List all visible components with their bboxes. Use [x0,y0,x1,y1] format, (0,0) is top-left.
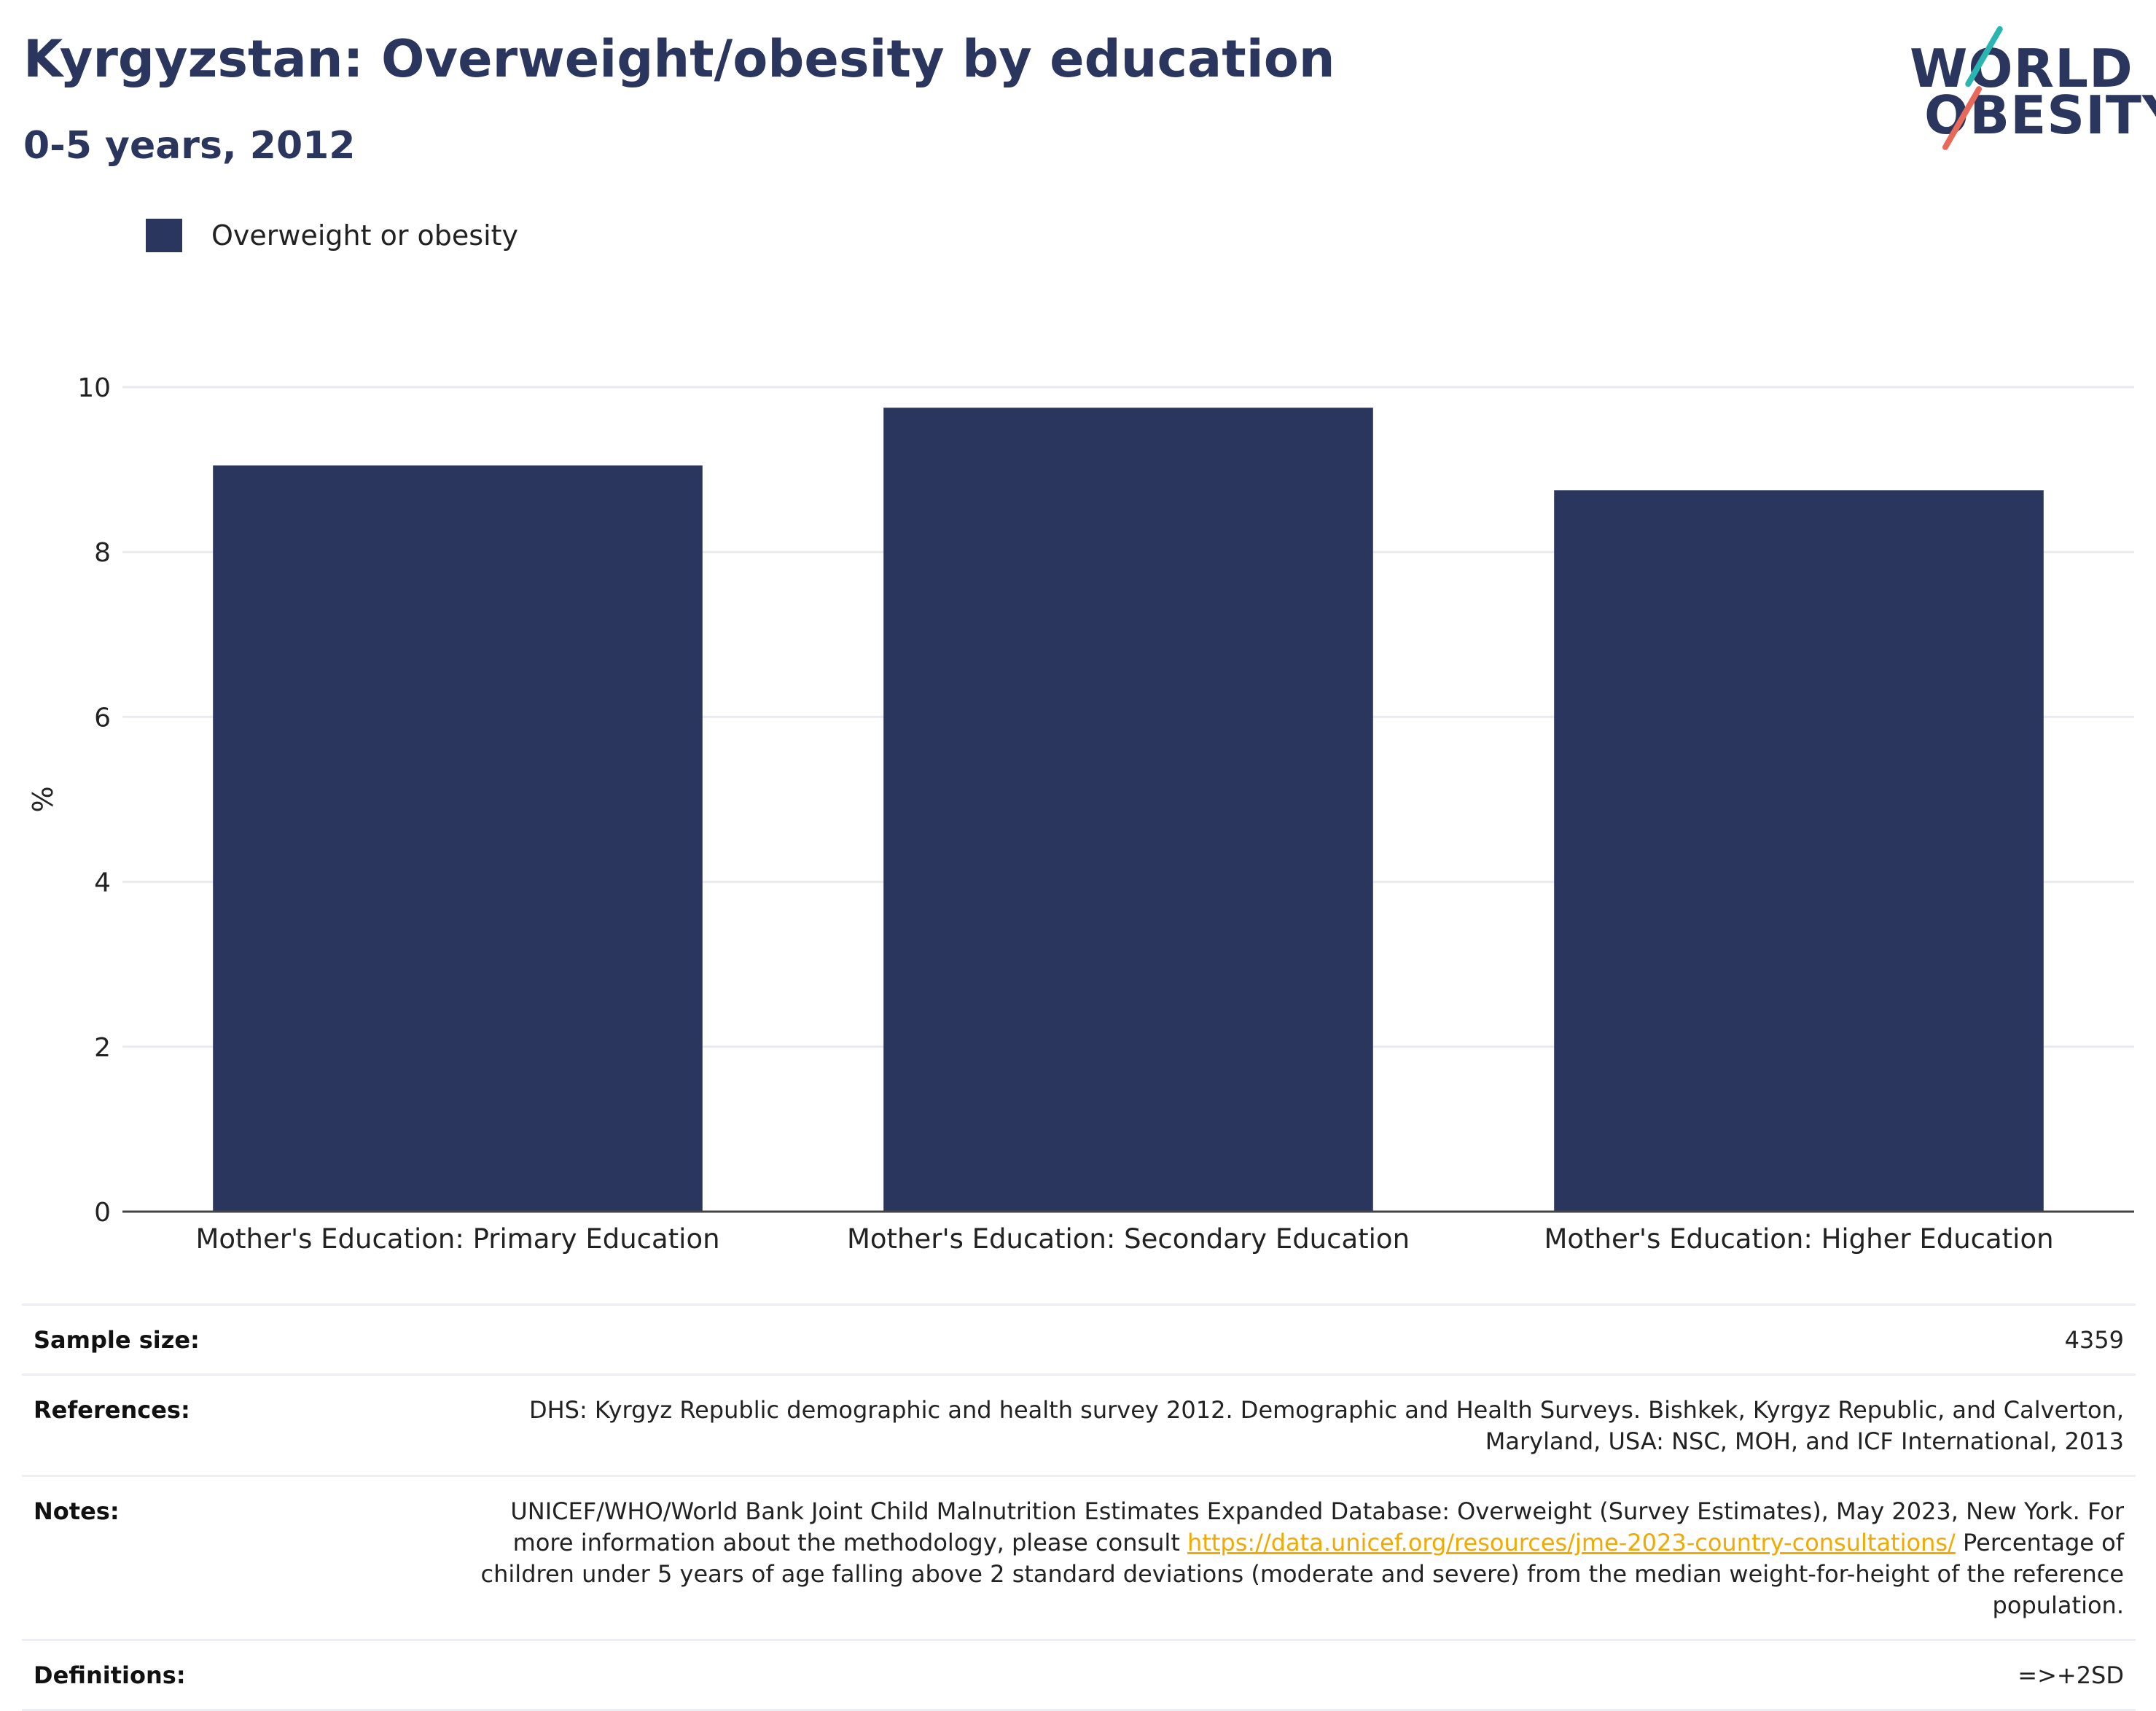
legend-swatch [146,219,182,252]
y-tick-label: 0 [94,1198,111,1228]
y-tick-labels: 0 2 4 6 8 10 [77,373,111,1228]
bar [883,408,1373,1212]
page-subtitle: 0-5 years, 2012 [23,124,356,168]
references-label: References: [34,1396,190,1424]
definitions-value: =>+2SD [2018,1661,2124,1689]
y-tick-label: 8 [94,538,111,568]
y-tick-label: 6 [94,703,111,733]
x-tick-label: Mother's Education: Higher Education [1544,1223,2053,1255]
references-value: DHS: Kyrgyz Republic demographic and hea… [528,1396,2124,1455]
info-row-sample-size: Sample size: 4359 [22,1303,2136,1373]
bar [1554,490,2044,1212]
sample-size-value: 4359 [2064,1326,2124,1354]
legend-label: Overweight or obesity [211,219,519,252]
notes-label: Notes: [34,1497,120,1525]
world-obesity-logo: WORLD OBESITY [1895,22,2156,153]
bars [213,408,2044,1212]
info-table: Sample size: 4359 References: DHS: Kyrgy… [22,1303,2136,1711]
info-row-notes: Notes: UNICEF/WHO/World Bank Joint Child… [22,1475,2136,1639]
chart-legend: Overweight or obesity [146,217,518,254]
y-tick-label: 10 [77,373,111,403]
y-axis-label: % [27,786,59,812]
sample-size-label: Sample size: [34,1326,200,1354]
bar [213,465,703,1212]
logo-line-1: WORLD [1910,38,2133,99]
notes-value: UNICEF/WHO/World Bank Joint Child Malnut… [462,1496,2124,1621]
y-tick-label: 4 [94,868,111,898]
info-row-references: References: DHS: Kyrgyz Republic demogra… [22,1373,2136,1475]
x-tick-labels: Mother's Education: Primary Education Mot… [195,1223,2053,1255]
bar-chart: 0 2 4 6 8 10 Mother's Education: Primary Educ… [27,373,2134,1255]
x-tick-label: Mother's Education: Secondary Education [847,1223,1410,1255]
x-tick-label: Mother's Education: Primary Education [195,1223,719,1255]
page-title: Kyrgyzstan: Overweight/obesity by educat… [23,29,1335,89]
notes-text-after: Percentage of children under 5 years of … [480,1529,2124,1619]
notes-text-before: UNICEF/WHO/World Bank Joint Child Malnut… [510,1497,2124,1556]
y-tick-label: 2 [94,1033,111,1063]
info-row-definitions: Definitions: =>+2SD [22,1639,2136,1711]
notes-link[interactable]: https://data.unicef.org/resources/jme-20… [1187,1529,1956,1556]
definitions-label: Definitions: [34,1661,186,1689]
